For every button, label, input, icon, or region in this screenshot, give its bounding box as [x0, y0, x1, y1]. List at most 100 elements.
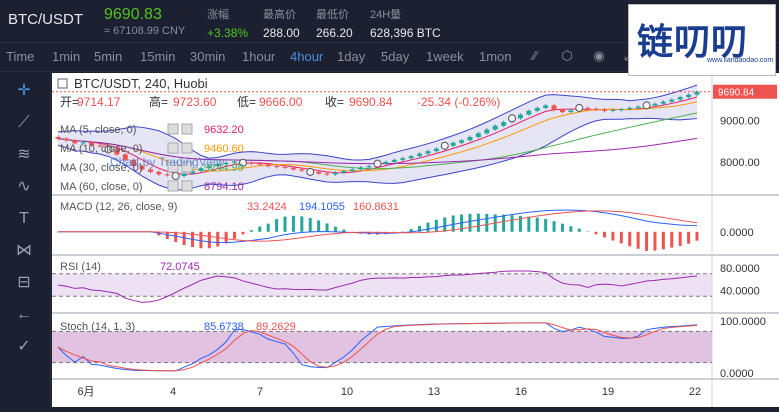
macd-histogram-bar	[670, 232, 673, 248]
macd-value-hist: 33.2424	[247, 201, 287, 213]
timeframe-1min[interactable]: 1min	[52, 49, 80, 64]
macd-histogram-bar	[485, 214, 488, 232]
timeframe-1mon[interactable]: 1mon	[479, 49, 512, 64]
ohlc-change: -25.34 (-0.26%)	[417, 95, 500, 109]
x-axis-tick: 22	[689, 386, 701, 398]
macd-histogram-bar	[527, 217, 530, 232]
candle-body	[325, 174, 330, 175]
text-icon[interactable]: T	[13, 208, 35, 230]
ma-legend-eye-icon	[168, 124, 178, 134]
stoch-axis-tick: 0.0000	[720, 368, 754, 380]
candle-body	[585, 108, 590, 109]
trade-marker	[643, 102, 650, 109]
ma-legend-close-icon	[182, 124, 192, 134]
candle-body	[543, 105, 548, 107]
cny-price: ≈ 67108.99 CNY	[104, 25, 185, 37]
timeframe-1day[interactable]: 1day	[337, 49, 365, 64]
x-axis-tick: 4	[170, 386, 176, 398]
macd-histogram-bar	[334, 227, 337, 232]
macd-histogram-bar	[233, 232, 236, 239]
indicator-icon[interactable]: ⁄⁄	[526, 47, 544, 65]
settings-icon[interactable]: ⬡	[558, 47, 576, 65]
candle-body	[678, 97, 683, 99]
candle-body	[257, 164, 262, 165]
camera-icon[interactable]: ◉	[590, 47, 608, 65]
candle-body	[417, 154, 422, 156]
candle-body	[383, 162, 388, 164]
stoch-label: Stoch (14, 1, 3)	[60, 321, 135, 333]
candle-body	[182, 174, 187, 176]
macd-histogram-bar	[292, 216, 295, 232]
ohlc-low: 9666.00	[259, 95, 303, 109]
macd-histogram-bar	[628, 232, 631, 247]
candle-body	[493, 126, 498, 130]
candle-body	[476, 133, 481, 137]
macd-histogram-bar	[662, 232, 665, 249]
macd-value-macd: 194.1055	[299, 201, 345, 213]
macd-histogram-bar	[595, 232, 598, 234]
candle-body	[636, 107, 641, 108]
trendline-icon[interactable]: ⟋	[13, 112, 35, 134]
candle-body	[316, 172, 321, 174]
stoch-axis-tick: 100.0000	[720, 316, 766, 328]
macd-histogram-bar	[250, 230, 253, 232]
ma-legend-value: 9460.60	[204, 143, 244, 155]
ma-legend-close-icon	[182, 181, 192, 191]
candle-body	[501, 122, 506, 126]
ma-legend-eye-icon	[168, 181, 178, 191]
macd-histogram-bar	[326, 223, 329, 231]
back-arrow-icon[interactable]: ←	[13, 304, 35, 326]
timeframe-15min[interactable]: 15min	[140, 49, 175, 64]
candle-body	[56, 137, 61, 139]
macd-histogram-bar	[561, 224, 564, 232]
candle-body	[64, 139, 69, 141]
x-axis-tick: 7	[257, 386, 263, 398]
candle-body	[594, 109, 599, 110]
candle-body	[409, 156, 414, 158]
timeframe-5min[interactable]: 5min	[94, 49, 122, 64]
candle-body	[400, 158, 405, 160]
ma-legend-label: MA (10, close, 0)	[60, 143, 143, 155]
ohlc-high: 9723.60	[173, 95, 217, 109]
timeframe-30min[interactable]: 30min	[190, 49, 225, 64]
timeframe-1week[interactable]: 1week	[426, 49, 464, 64]
tradingview-watermark: Chart by TradingView	[110, 155, 225, 169]
candle-body	[610, 110, 615, 111]
timeframe-1hour[interactable]: 1hour	[242, 49, 275, 64]
macd-histogram-bar	[208, 232, 211, 248]
pattern-icon[interactable]: ⋈	[13, 240, 35, 262]
macd-histogram-bar	[267, 224, 270, 232]
macd-histogram-bar	[166, 232, 169, 239]
candle-body	[627, 108, 632, 109]
candle-body	[434, 149, 439, 151]
candle-body	[619, 109, 624, 110]
candle-body	[568, 110, 573, 112]
measure-icon[interactable]: ⊟	[13, 272, 35, 294]
crosshair-icon[interactable]: ✛	[13, 80, 35, 102]
timeframe-5day[interactable]: 5day	[381, 49, 409, 64]
trade-marker	[576, 104, 583, 111]
x-axis-tick: 10	[341, 386, 353, 398]
candle-body	[669, 100, 674, 102]
macd-histogram-bar	[645, 232, 648, 251]
macd-histogram-bar	[603, 232, 606, 238]
logo-url: www.liandaodao.com	[707, 57, 773, 64]
candle-body	[686, 95, 691, 97]
ohlc-high-label: 高=	[149, 94, 168, 109]
candle-body	[333, 173, 338, 175]
candle-body	[526, 111, 531, 115]
ma-legend-label: MA (5, close, 0)	[60, 124, 136, 136]
candle-body	[358, 167, 363, 169]
timeframe-4hour[interactable]: 4hour	[290, 49, 323, 64]
timeframe-time[interactable]: Time	[6, 49, 34, 64]
candle-body	[367, 166, 372, 167]
macd-histogram-bar	[679, 232, 682, 246]
fib-icon[interactable]: ≋	[13, 144, 35, 166]
brush-icon[interactable]: ∿	[13, 176, 35, 198]
expand-icon[interactable]: ✓	[13, 336, 35, 358]
macd-histogram-bar	[468, 214, 471, 232]
